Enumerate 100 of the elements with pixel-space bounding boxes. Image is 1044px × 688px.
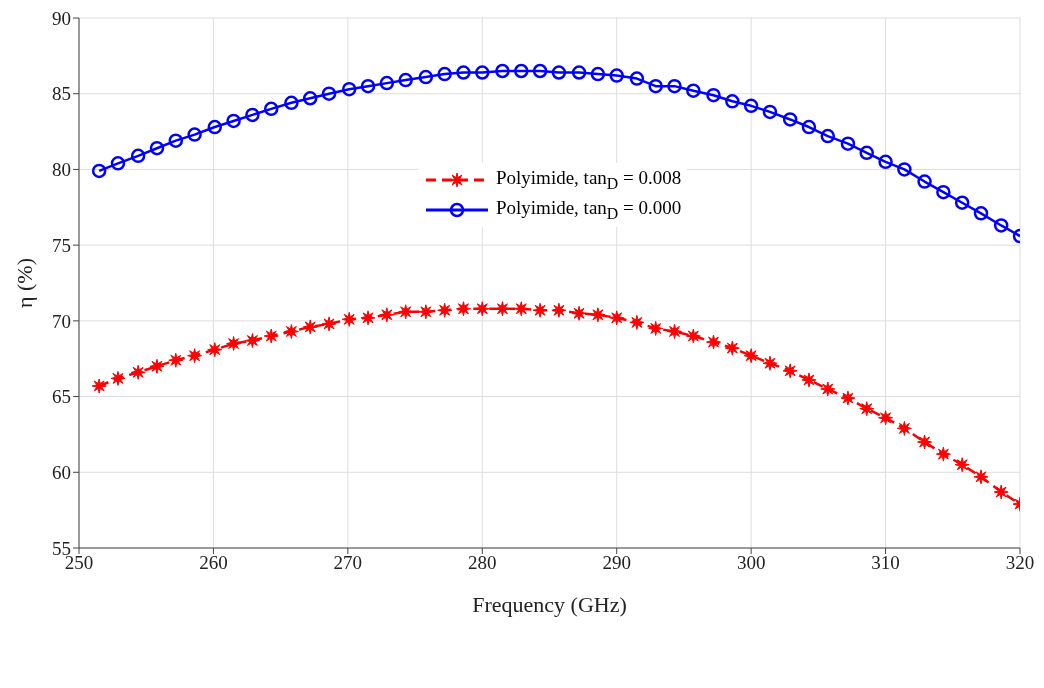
point	[226, 336, 242, 352]
point	[110, 370, 126, 386]
point	[341, 81, 357, 97]
point	[379, 75, 395, 91]
point	[263, 101, 279, 117]
point	[954, 457, 970, 473]
point	[917, 434, 933, 450]
point	[130, 148, 146, 164]
y-tick-label: 90	[52, 7, 71, 29]
point	[149, 140, 165, 156]
point	[648, 320, 664, 336]
point	[226, 113, 241, 129]
point	[686, 83, 701, 98]
x-tick-label: 290	[602, 552, 631, 574]
point	[207, 342, 223, 358]
y-tick-label: 65	[52, 386, 71, 408]
point	[321, 316, 337, 332]
y-tick-label: 80	[52, 159, 71, 181]
legend-label: Polyimide, tan$_{D}$ = 0.000	[496, 197, 682, 223]
point	[629, 314, 645, 330]
point	[398, 304, 414, 320]
point	[629, 71, 645, 86]
point	[935, 446, 951, 462]
point	[954, 195, 970, 210]
point	[820, 128, 836, 144]
point	[667, 323, 683, 339]
y-tick-label: 75	[52, 234, 71, 256]
point	[91, 163, 107, 179]
x-tick-label: 280	[468, 552, 497, 574]
point	[973, 206, 989, 221]
point	[245, 107, 260, 123]
point	[706, 87, 721, 103]
point	[437, 66, 452, 82]
point	[284, 95, 299, 111]
point	[571, 65, 587, 80]
point	[475, 65, 490, 80]
point	[91, 378, 107, 394]
x-tick-label: 300	[736, 552, 766, 574]
point	[360, 78, 376, 94]
point	[667, 78, 682, 94]
point	[878, 154, 893, 170]
y-tick-label: 85	[52, 83, 71, 105]
point	[782, 363, 798, 379]
point	[418, 304, 434, 320]
point	[532, 302, 548, 318]
point	[168, 133, 184, 148]
point	[456, 65, 471, 80]
point	[244, 333, 260, 349]
point	[551, 302, 567, 318]
y-tick-label: 70	[52, 310, 71, 332]
point	[782, 112, 798, 127]
point	[495, 63, 510, 79]
point	[302, 91, 318, 106]
point	[840, 390, 856, 406]
point	[685, 328, 701, 344]
point	[973, 469, 989, 485]
point	[149, 358, 165, 374]
point	[418, 69, 434, 85]
point	[762, 355, 778, 371]
point	[130, 364, 146, 380]
point	[762, 104, 778, 120]
y-axis-title: η (%)	[12, 258, 37, 308]
x-tick-label: 260	[199, 552, 228, 574]
point	[360, 310, 376, 326]
point	[321, 86, 337, 101]
point	[743, 98, 759, 114]
point	[532, 63, 548, 79]
point	[706, 334, 721, 350]
point	[896, 420, 912, 436]
point	[207, 119, 223, 135]
point	[494, 301, 510, 317]
x-tick-label: 310	[871, 552, 900, 574]
point	[551, 65, 567, 80]
point	[840, 136, 856, 151]
point	[725, 94, 740, 109]
point	[993, 484, 1009, 500]
point	[514, 63, 529, 79]
point	[820, 381, 836, 397]
point	[609, 310, 625, 326]
point	[474, 301, 490, 317]
legend-label: Polyimide, tan$_{D}$ = 0.008	[496, 167, 682, 193]
point	[437, 302, 453, 318]
point	[168, 352, 184, 368]
point	[398, 72, 413, 88]
point	[859, 401, 875, 417]
point	[513, 301, 529, 317]
point	[263, 328, 279, 344]
point	[187, 127, 202, 142]
x-tick-label: 270	[333, 552, 363, 574]
point	[283, 323, 299, 339]
point	[590, 66, 606, 82]
point	[878, 410, 894, 426]
point	[801, 119, 817, 135]
point	[859, 145, 874, 161]
y-tick-label: 60	[52, 462, 71, 484]
point	[302, 319, 318, 335]
point	[609, 68, 624, 83]
point	[801, 372, 817, 388]
point	[648, 78, 663, 94]
point	[341, 311, 357, 327]
